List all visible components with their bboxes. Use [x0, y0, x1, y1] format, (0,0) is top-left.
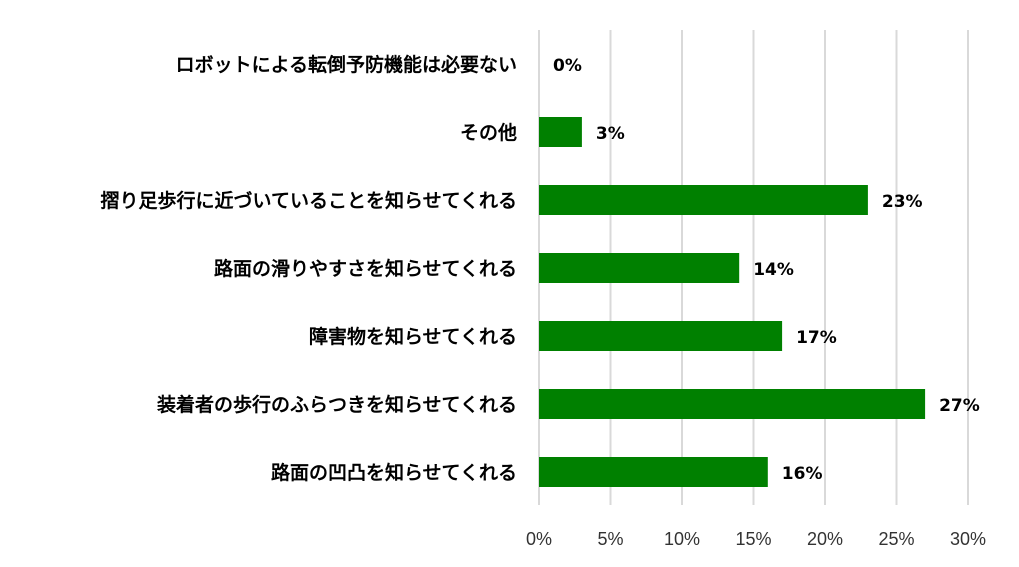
- value-label: 16%: [782, 464, 823, 484]
- x-tick-label: 5%: [597, 529, 623, 549]
- x-tick-label: 20%: [807, 529, 843, 549]
- value-label: 14%: [753, 260, 794, 280]
- value-label: 27%: [939, 396, 980, 416]
- category-label: 路面の凹凸を知らせてくれる: [271, 461, 517, 484]
- x-tick-label: 15%: [735, 529, 771, 549]
- value-label: 0%: [553, 56, 582, 76]
- bar: [539, 457, 768, 487]
- bar: [539, 117, 582, 147]
- category-label: 障害物を知らせてくれる: [309, 325, 517, 348]
- bar: [539, 253, 740, 283]
- value-label: 3%: [596, 124, 625, 144]
- category-label: 装着者の歩行のふらつきを知らせてくれる: [156, 393, 517, 416]
- value-label: 17%: [796, 328, 837, 348]
- bar: [539, 321, 783, 351]
- x-tick-label: 25%: [878, 529, 914, 549]
- bars: [539, 117, 926, 487]
- category-label: ロボットによる転倒予防機能は必要ない: [176, 53, 517, 76]
- bar: [539, 389, 926, 419]
- category-label: 摺り足歩行に近づいていることを知らせてくれる: [101, 189, 517, 212]
- labels: 0% 5% 10% 15% 20% 25% 30% ロボットによる転倒予防機能は必要ない 0% そ…: [101, 53, 987, 549]
- bar: [539, 185, 868, 215]
- x-tick-label: 0%: [526, 529, 552, 549]
- value-label: 23%: [882, 192, 923, 212]
- x-tick-label: 30%: [950, 529, 986, 549]
- x-tick-label: 10%: [664, 529, 700, 549]
- category-label: 路面の滑りやすさを知らせてくれる: [214, 257, 517, 280]
- category-label: その他: [460, 121, 517, 144]
